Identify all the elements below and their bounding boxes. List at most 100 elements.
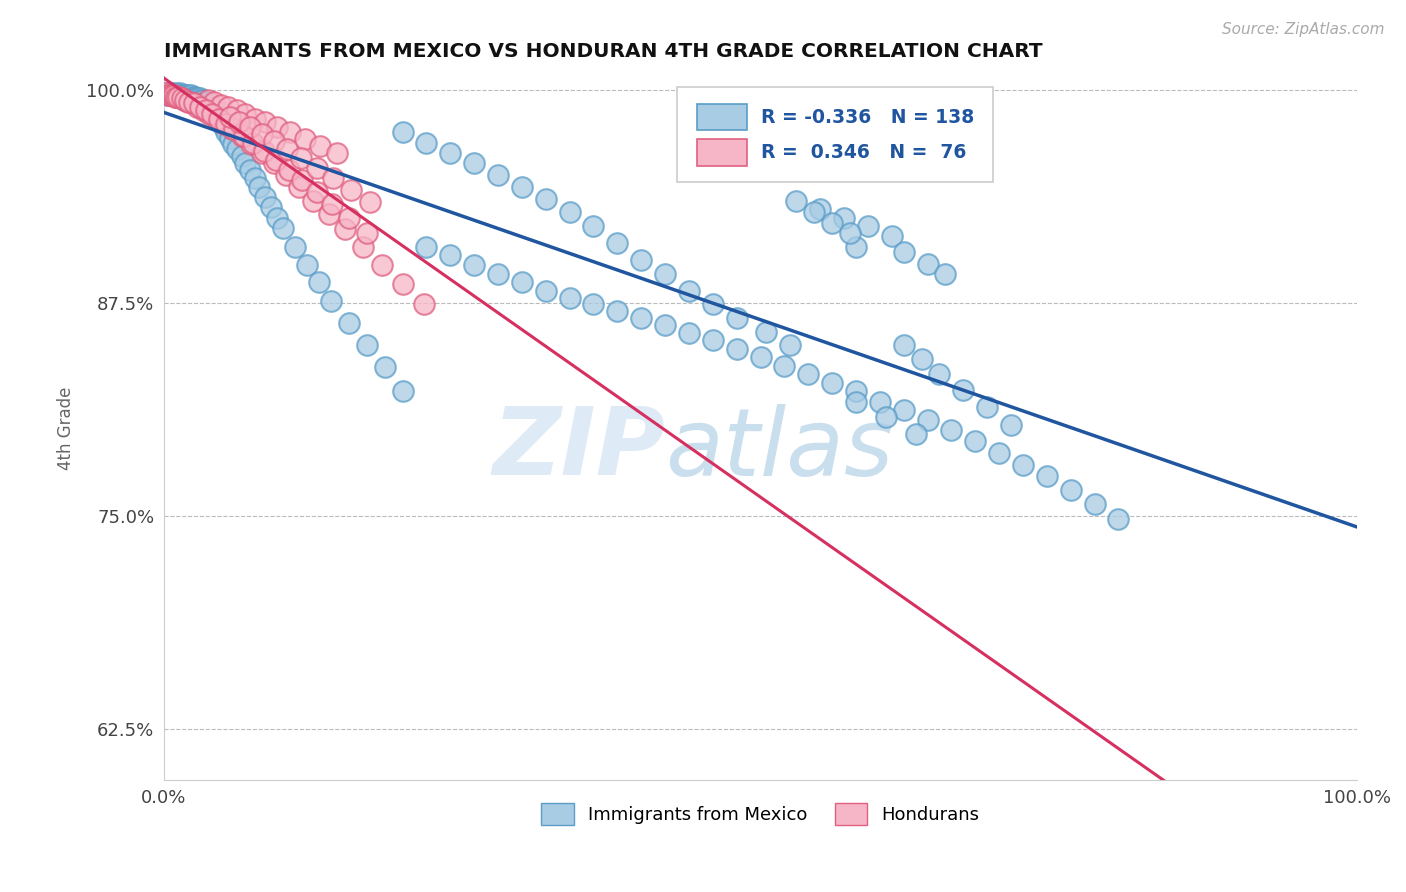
Bar	[697, 139, 748, 166]
Y-axis label: 4th Grade: 4th Grade	[58, 386, 75, 469]
Point	[243, 171, 266, 186]
Point	[391, 125, 413, 139]
Point	[218, 110, 240, 124]
Point	[243, 112, 266, 126]
Point	[606, 304, 628, 318]
Point	[190, 93, 212, 107]
Point	[290, 151, 312, 165]
Point	[207, 108, 229, 122]
Point	[413, 297, 436, 311]
Point	[215, 125, 238, 139]
Point	[250, 145, 273, 160]
Point	[170, 91, 193, 105]
Point	[249, 180, 271, 194]
Point	[209, 98, 232, 112]
Point	[179, 89, 201, 103]
Point	[177, 87, 200, 102]
Point	[335, 222, 357, 236]
Point	[486, 267, 509, 281]
Bar	[697, 103, 748, 130]
Point	[359, 195, 381, 210]
Point	[187, 93, 209, 107]
Point	[917, 256, 939, 270]
Point	[215, 117, 238, 131]
Point	[217, 100, 239, 114]
Point	[172, 89, 194, 103]
Point	[1012, 458, 1035, 472]
Point	[779, 338, 801, 352]
Point	[654, 267, 676, 281]
Point	[534, 284, 557, 298]
Point	[273, 220, 295, 235]
Point	[183, 91, 205, 105]
Point	[558, 291, 581, 305]
FancyBboxPatch shape	[678, 87, 993, 182]
Point	[371, 258, 394, 272]
Point	[198, 106, 221, 120]
Point	[177, 95, 200, 109]
Point	[274, 168, 297, 182]
Point	[183, 96, 205, 111]
Point	[170, 87, 193, 102]
Point	[582, 219, 605, 233]
Point	[188, 100, 211, 114]
Point	[319, 293, 342, 308]
Point	[208, 110, 231, 124]
Point	[755, 325, 778, 339]
Point	[337, 211, 360, 225]
Point	[201, 100, 224, 114]
Point	[356, 338, 378, 352]
Point	[976, 400, 998, 414]
Point	[988, 445, 1011, 459]
Point	[749, 350, 772, 364]
Point	[212, 120, 235, 135]
Point	[194, 103, 217, 118]
Point	[225, 143, 247, 157]
Point	[808, 202, 831, 216]
Text: Source: ZipAtlas.com: Source: ZipAtlas.com	[1222, 22, 1385, 37]
Point	[322, 171, 344, 186]
Point	[211, 117, 233, 131]
Point	[845, 384, 868, 399]
Point	[904, 426, 927, 441]
Legend: Immigrants from Mexico, Hondurans: Immigrants from Mexico, Hondurans	[533, 794, 988, 834]
Point	[463, 258, 485, 272]
Text: atlas: atlas	[665, 403, 893, 494]
Point	[308, 275, 330, 289]
Point	[205, 106, 228, 120]
Point	[630, 253, 652, 268]
Point	[159, 87, 181, 101]
Point	[391, 384, 413, 399]
Point	[180, 87, 202, 102]
Point	[260, 200, 283, 214]
Point	[582, 297, 605, 311]
Point	[162, 87, 184, 102]
Point	[486, 168, 509, 182]
Point	[773, 359, 796, 373]
Point	[239, 120, 262, 135]
Point	[934, 267, 956, 281]
Point	[186, 100, 208, 114]
Point	[702, 297, 724, 311]
Point	[169, 87, 191, 101]
Point	[240, 137, 263, 152]
Point	[439, 145, 461, 160]
Point	[160, 87, 183, 102]
Point	[415, 136, 437, 150]
Point	[176, 89, 198, 103]
Point	[294, 132, 316, 146]
Point	[156, 87, 179, 102]
Point	[803, 205, 825, 219]
Point	[191, 95, 214, 109]
Point	[197, 93, 219, 107]
Point	[204, 105, 226, 120]
Point	[201, 102, 224, 116]
Point	[165, 89, 187, 103]
Point	[280, 125, 302, 139]
Point	[162, 87, 184, 102]
Point	[181, 89, 204, 103]
Point	[222, 137, 245, 152]
Point	[869, 394, 891, 409]
Point	[221, 122, 243, 136]
Point	[264, 153, 287, 167]
